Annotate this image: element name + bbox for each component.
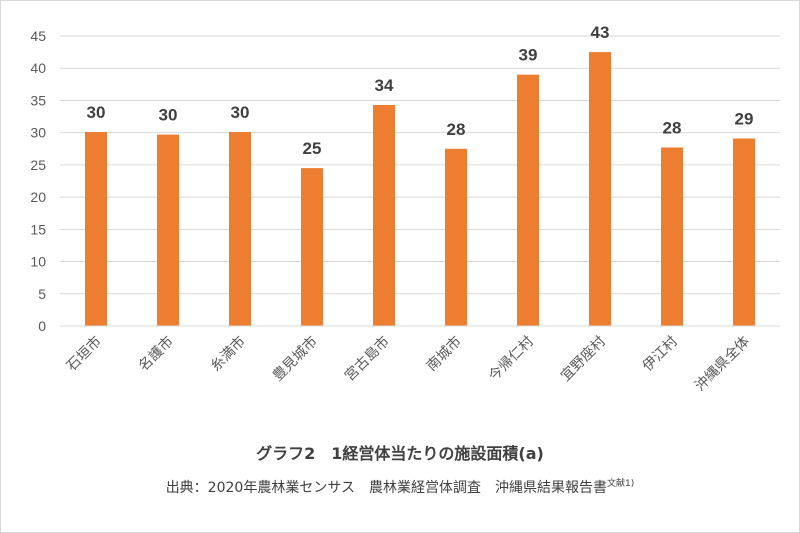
bar (589, 52, 611, 326)
bar-chart: 0 5 10 15 20 25 30 35 40 45 30 石垣市 30 名護市 30 糸満市 25 豊見城市 3… (30, 23, 780, 395)
y-tick-label: 40 (30, 60, 46, 76)
x-category-label: 沖縄県全体 (691, 333, 753, 395)
data-label: 25 (303, 139, 322, 158)
bar (229, 132, 251, 326)
bar (373, 104, 395, 326)
x-category-label: 糸満市 (207, 333, 249, 375)
y-tick-label: 0 (38, 318, 46, 334)
x-category-label: 宜野座村 (558, 334, 609, 385)
bar (157, 134, 179, 326)
source-text: 出典：2020年農林業センサス 農林業経営体調査 沖縄県結果報告書 (165, 480, 608, 496)
bar (85, 132, 107, 326)
bar (733, 138, 755, 326)
y-tick-label: 15 (30, 221, 46, 237)
bar (301, 168, 323, 326)
y-tick-label: 10 (30, 254, 46, 270)
x-category-label: 名護市 (135, 333, 177, 375)
x-category-label: 伊江村 (640, 334, 681, 375)
x-category-label: 今帰仁村 (485, 333, 537, 385)
chart-source: 出典：2020年農林業センサス 農林業経営体調査 沖縄県結果報告書文献1) (0, 476, 800, 497)
y-tick-label: 30 (30, 125, 46, 141)
y-tick-label: 20 (30, 189, 46, 205)
y-tick-label: 25 (30, 157, 46, 173)
data-label: 29 (735, 109, 754, 128)
bar (517, 74, 539, 327)
data-label: 28 (447, 120, 466, 139)
data-label: 39 (519, 46, 538, 65)
data-label: 43 (591, 23, 610, 42)
data-label: 30 (231, 103, 250, 122)
x-category-label: 豊見城市 (269, 333, 321, 385)
x-category-label: 石垣市 (63, 333, 105, 375)
x-category-label: 南城市 (423, 333, 465, 375)
y-tick-label: 35 (30, 92, 46, 108)
source-reference-note: 文献1) (607, 479, 635, 489)
x-category-label: 宮古島市 (341, 333, 393, 385)
data-label: 30 (87, 103, 106, 122)
y-tick-label: 5 (38, 286, 46, 302)
data-label: 30 (159, 106, 178, 125)
chart-title: グラフ2 1経営体当たりの施設面積(a) (256, 444, 544, 463)
bar (445, 148, 467, 326)
y-tick-label: 45 (30, 28, 46, 44)
bar (661, 147, 683, 326)
data-label: 28 (663, 118, 682, 137)
data-label: 34 (375, 76, 394, 95)
